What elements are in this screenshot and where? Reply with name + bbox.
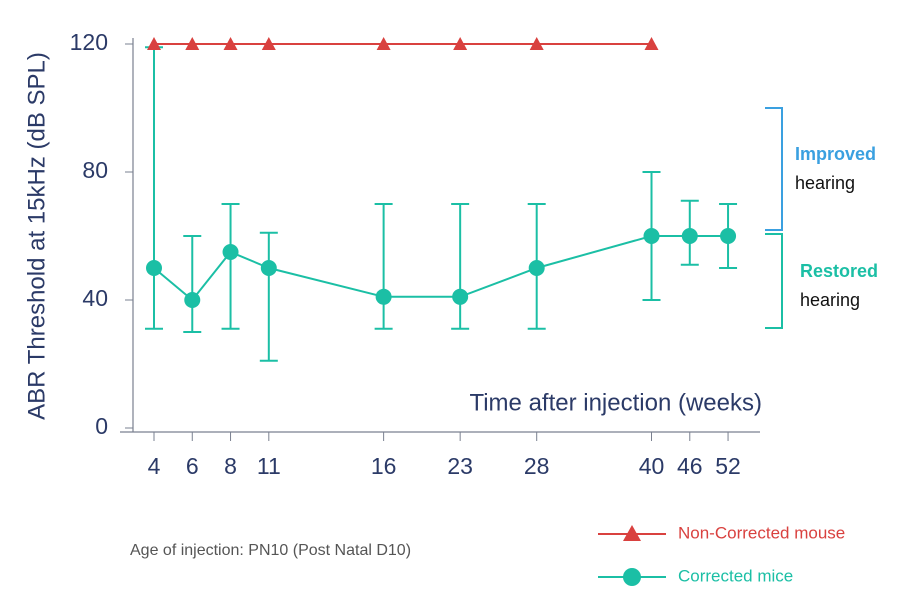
marker (223, 37, 238, 50)
marker (260, 260, 277, 276)
x-tick-label: 16 (371, 453, 397, 479)
legend-label: Non-Corrected mouse (678, 523, 845, 542)
marker (681, 228, 698, 244)
x-tick-label: 52 (715, 453, 741, 479)
x-tick-label: 40 (639, 453, 665, 479)
marker (452, 288, 469, 305)
marker (376, 37, 391, 50)
marker (184, 292, 201, 308)
marker (529, 37, 544, 50)
x-tick-label: 46 (677, 453, 703, 479)
y-tick-label: 120 (70, 29, 108, 55)
y-tick-label: 40 (82, 285, 108, 311)
y-tick-label: 80 (82, 157, 108, 183)
legend-label: Corrected mice (678, 566, 793, 585)
x-tick-label: 28 (524, 453, 550, 479)
bracket (765, 107, 783, 231)
annotation-title: Improved (795, 144, 876, 164)
y-tick-label: 0 (95, 413, 108, 439)
x-tick-label: 23 (447, 453, 473, 479)
bracket (765, 233, 783, 329)
annotation-title: Restored (800, 261, 878, 281)
note: Age of injection: PN10 (Post Natal D10) (130, 542, 411, 559)
marker (185, 37, 200, 50)
marker (146, 260, 162, 276)
marker (643, 228, 660, 244)
marker (644, 37, 659, 50)
marker (720, 228, 737, 244)
y-axis-label: ABR Threshold at 15kHz (dB SPL) (23, 52, 50, 420)
marker (453, 37, 468, 50)
marker (222, 244, 239, 260)
legend-marker (623, 525, 641, 541)
legend-marker (623, 568, 641, 586)
marker (528, 260, 545, 276)
marker (147, 37, 161, 50)
x-tick-label: 6 (186, 453, 199, 479)
marker (261, 37, 276, 50)
x-tick-label: 8 (224, 453, 237, 479)
x-tick-label: 4 (148, 453, 161, 479)
annotation-text: hearing (800, 290, 860, 310)
annotation-text: hearing (795, 173, 855, 193)
series-line (153, 235, 729, 302)
marker (375, 288, 392, 305)
x-axis-label: Time after injection (weeks) (469, 389, 762, 416)
x-tick-label: 11 (257, 453, 281, 479)
